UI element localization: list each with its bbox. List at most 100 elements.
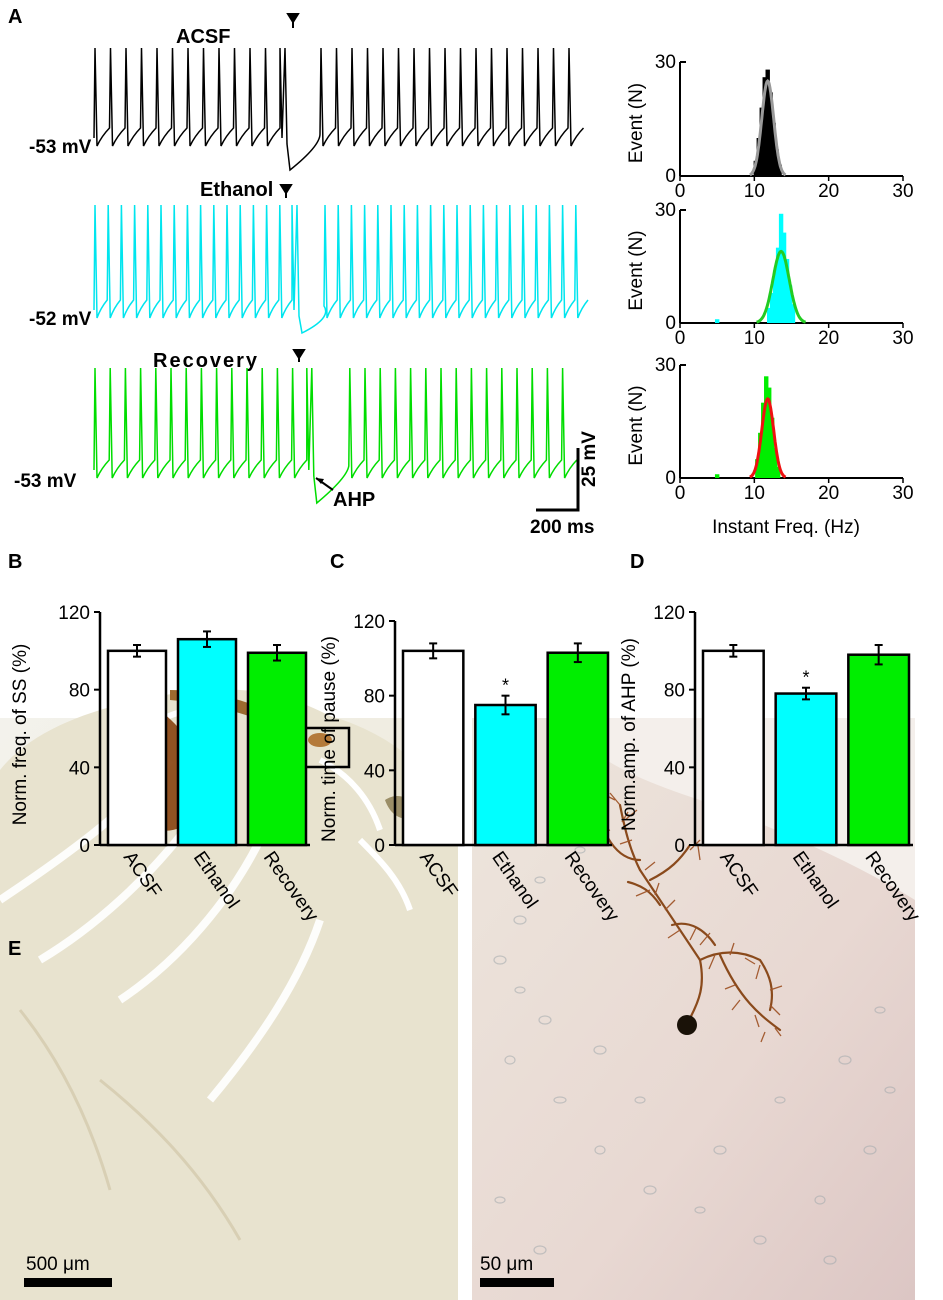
hist-bar <box>775 466 781 478</box>
trace-label-ethanol: Ethanol <box>200 179 273 201</box>
panel-letter-a: A <box>8 6 22 28</box>
bar-y-tick-label: 0 <box>79 836 90 857</box>
hist-bar <box>769 292 775 323</box>
hist-fit-curve <box>749 78 787 177</box>
bar-y-tick-label: 120 <box>653 603 685 624</box>
bar-chart-1: 0 40 80 120 ACSF * Ethanol Recovery Norm. time o… <box>319 612 623 926</box>
bar-y-tick-label: 80 <box>69 681 90 702</box>
histogram-2: 0 10 20 30 30 0 Event (N) <box>626 355 914 504</box>
bar-category-label: Ethanol <box>189 848 243 913</box>
bar-y-tick-label: 80 <box>664 681 685 702</box>
hist-x-tick-label: 20 <box>818 328 839 349</box>
hist-bar <box>772 270 778 323</box>
bar-recovery <box>246 651 308 847</box>
left-scale-bar <box>24 1278 112 1287</box>
bar-acsf <box>106 649 168 847</box>
significance-star: * <box>802 668 809 688</box>
pause-arrow-ethanol <box>279 184 293 198</box>
hist-bar <box>755 459 760 478</box>
hist-bar <box>787 285 793 323</box>
hist-y-top-label: 30 <box>655 200 676 221</box>
bar-y-tick-label: 40 <box>364 761 385 782</box>
hist-x-tick-label: 30 <box>892 181 913 202</box>
hist-bar <box>767 307 772 323</box>
voltage-traces: ACSF Ethanol Recovery -53 mV -52 mV -53 … <box>14 13 600 538</box>
hist-bar <box>764 376 769 478</box>
hist-x-tick-label: 20 <box>818 483 839 504</box>
hist-x-tick-label: 30 <box>892 483 913 504</box>
hist-y-zero-label: 0 <box>665 468 676 489</box>
mv-label-acsf: -53 mV <box>29 137 92 158</box>
significance-star: * <box>502 676 509 696</box>
bar-y-tick-label: 80 <box>364 687 385 708</box>
hist-bar <box>775 247 781 323</box>
hist-bar <box>761 402 766 478</box>
scale-bar-horizontal-label: 200 ms <box>530 517 594 538</box>
bar-ethanol <box>176 637 238 847</box>
hist-xlabel: Instant Freq. (Hz) <box>712 517 860 538</box>
bar-acsf <box>401 649 465 847</box>
hist-bar <box>781 232 787 323</box>
bar-ylabel: Norm.amp. of AHP (%) <box>619 638 640 831</box>
bar-y-tick-label: 120 <box>58 603 90 624</box>
bar-ylabel: Norm. time of pause (%) <box>319 636 340 842</box>
hist-bar <box>714 474 720 478</box>
mv-label-recovery: -53 mV <box>14 471 77 492</box>
panel-letter-b: B <box>8 551 22 573</box>
panel-letter-d: D <box>630 551 644 573</box>
hist-y-zero-label: 0 <box>665 313 676 334</box>
bar-acsf <box>701 649 765 847</box>
bar-y-tick-label: 0 <box>674 836 685 857</box>
scale-bar <box>536 448 580 512</box>
bar-ethanol <box>774 692 838 847</box>
hist-x-tick-label: 0 <box>675 181 686 202</box>
pause-arrow-recovery <box>292 349 306 362</box>
hist-ylabel: Event (N) <box>626 230 647 310</box>
hist-ylabel: Event (N) <box>626 83 647 163</box>
bar-category-label: Ethanol <box>788 848 842 913</box>
trace-label-acsf: ACSF <box>176 26 230 48</box>
hist-y-zero-label: 0 <box>665 166 676 187</box>
panel-letter-e: E <box>8 938 21 960</box>
bar-y-tick-label: 40 <box>69 758 90 779</box>
ahp-label: AHP <box>333 489 375 511</box>
histogram-0: 0 10 20 30 30 0 Event (N) <box>626 52 914 202</box>
hist-bar <box>767 387 772 478</box>
hist-x-tick-label: 30 <box>892 328 913 349</box>
hist-bar <box>758 432 763 478</box>
hist-x-tick-label: 0 <box>675 483 686 504</box>
scale-bar-vertical-label: 25 mV <box>579 431 600 487</box>
hist-x-tick-label: 20 <box>818 181 839 202</box>
left-scale-label: 500 μm <box>26 1254 90 1275</box>
hist-x-tick-label: 0 <box>675 328 686 349</box>
hist-bar <box>756 138 761 176</box>
bar-category-label: Recovery <box>560 848 624 926</box>
hist-bar <box>772 447 778 478</box>
hist-bar <box>769 417 775 478</box>
hist-bar <box>771 122 776 176</box>
bar-category-label: Recovery <box>861 848 925 926</box>
hist-fit-curve <box>756 249 807 324</box>
trace-acsf <box>93 47 585 172</box>
bar-category-label: ACSF <box>415 848 461 902</box>
histogram-1: 0 10 20 30 30 0 Event (N) <box>626 200 914 349</box>
hist-fit-curve <box>749 396 787 479</box>
right-scale-label: 50 μm <box>480 1254 533 1275</box>
bar-chart-2: 0 40 80 120 ACSF * Ethanol Recovery Norm.amp. of… <box>619 603 924 926</box>
pause-arrow-acsf <box>286 13 300 28</box>
bar-y-tick-label: 120 <box>353 612 385 633</box>
bar-chart-0: 0 40 80 120 ACSF Ethanol Recovery Norm. freq. o… <box>10 603 322 926</box>
bar-charts: 0 40 80 120 ACSF Ethanol Recovery Norm. freq. o… <box>10 603 924 926</box>
hist-bar <box>784 258 790 323</box>
hist-bar <box>774 149 779 176</box>
hist-x-tick-label: 10 <box>744 483 765 504</box>
bar-category-label: ACSF <box>119 848 165 902</box>
bar-category-label: ACSF <box>715 848 761 902</box>
hist-bar <box>768 92 773 176</box>
ahp-arrowhead <box>316 478 324 484</box>
bar-y-tick-label: 0 <box>374 836 385 857</box>
hist-bar <box>714 319 720 323</box>
trace-label-recovery: Recovery <box>153 350 259 372</box>
